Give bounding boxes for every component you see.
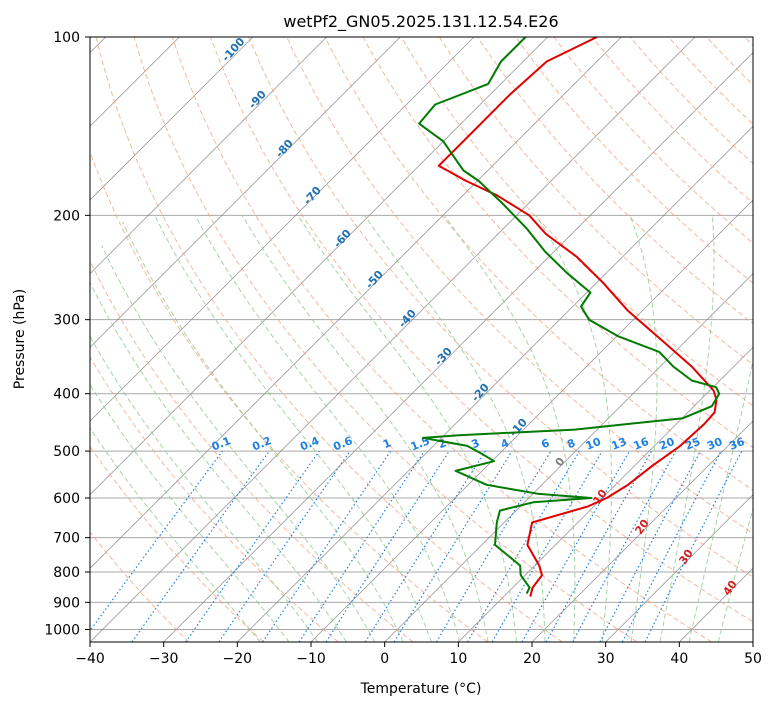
isotherm-line xyxy=(532,37,775,642)
mixing-ratio-label: 1 xyxy=(381,436,393,451)
mixing-ratio-line xyxy=(436,451,551,642)
y-tick-label: 900 xyxy=(53,595,80,611)
mixing-ratio-label: 13 xyxy=(610,435,629,453)
mixing-ratio-line xyxy=(82,451,223,642)
x-tick-label: 10 xyxy=(449,651,467,667)
moist-adiabat-label: 20 xyxy=(632,517,652,537)
mixing-ratio-label: 10 xyxy=(584,435,603,453)
dry-adiabat-line xyxy=(516,37,775,642)
x-tick-label: 30 xyxy=(597,651,615,667)
dry-adiabat-line xyxy=(0,37,338,642)
dry-adiabat-label: -60 xyxy=(331,227,354,251)
isotherm-line xyxy=(90,37,695,642)
dry-adiabat-label: -30 xyxy=(432,345,455,369)
mixing-ratio-label: 30 xyxy=(705,435,724,453)
moist-adiabat-line xyxy=(43,297,289,642)
moist-adiabat-label: 30 xyxy=(676,547,696,567)
mixing-ratio-line xyxy=(326,451,449,642)
x-axis-label: Temperature (°C) xyxy=(360,681,482,697)
isotherm-line xyxy=(0,37,474,642)
moist-adiabat-line xyxy=(298,215,517,642)
mixing-ratio-label: 25 xyxy=(683,435,702,453)
mixing-ratio-line xyxy=(219,451,350,642)
x-tick-label: 50 xyxy=(744,651,762,667)
y-tick-label: 500 xyxy=(53,444,80,460)
mixing-ratio-label: 16 xyxy=(632,435,651,453)
isotherm-line xyxy=(0,37,327,642)
dry-adiabat-label: -50 xyxy=(363,268,386,292)
mixing-ratio-line xyxy=(299,451,424,642)
dry-adiabat-line xyxy=(172,37,711,642)
x-tick-label: −30 xyxy=(149,651,179,667)
dry-adiabat-label: -80 xyxy=(273,137,296,161)
dry-adiabat-label: -70 xyxy=(301,184,324,208)
axes: −40 −30 −20 −10 0 10 20 30 40 50 100 200 300 400 500 60… xyxy=(44,30,762,667)
moist-adiabat-line xyxy=(689,215,775,642)
dry-adiabat-label: -10 xyxy=(507,416,530,440)
dry-adiabat-label: -100 xyxy=(219,35,247,64)
moist-adiabat-line xyxy=(27,315,261,642)
y-tick-label: 1000 xyxy=(44,622,80,638)
mixing-ratio-line xyxy=(622,451,721,642)
isotherm-line xyxy=(458,37,775,642)
dry-adiabat-line xyxy=(554,37,775,642)
moist-adiabat-line xyxy=(195,215,460,642)
isotherm-line xyxy=(164,37,769,642)
dry-adiabat-line xyxy=(745,37,775,642)
x-tick-label: −20 xyxy=(223,651,253,667)
y-tick-label: 200 xyxy=(53,208,80,224)
mixing-ratio-label: 36 xyxy=(727,435,746,453)
isotherm-line xyxy=(0,37,400,642)
y-tick-label: 800 xyxy=(53,565,80,581)
y-tick-label: 300 xyxy=(53,313,80,329)
y-tick-label: 700 xyxy=(53,531,80,547)
isotherm-line xyxy=(753,37,775,642)
isotherm-line xyxy=(237,37,775,642)
isotherm-line xyxy=(0,37,548,642)
mixing-ratio-line xyxy=(263,451,391,642)
isotherm-line xyxy=(311,37,775,642)
y-tick-label: 400 xyxy=(53,387,80,403)
dry-adiabat-line xyxy=(0,37,189,642)
isotherm-line xyxy=(0,37,253,642)
dry-adiabat-line xyxy=(707,37,775,642)
dry-adiabat-label: -40 xyxy=(396,307,419,331)
chart-title: wetPf2_GN05.2025.131.12.54.E26 xyxy=(283,12,558,32)
dry-adiabat-line xyxy=(0,37,264,642)
guide-lines xyxy=(0,37,775,642)
x-tick-label: 0 xyxy=(380,651,389,667)
dry-adiabat-line xyxy=(20,37,413,642)
moist-adiabat-line xyxy=(123,222,404,642)
isotherm-line xyxy=(385,37,775,642)
x-tick-label: −10 xyxy=(296,651,326,667)
mixing-ratio-line xyxy=(600,451,701,642)
moist-adiabat-line xyxy=(630,215,657,642)
y-tick-label: 100 xyxy=(53,30,80,46)
mixing-ratio-line xyxy=(573,451,676,642)
x-tick-label: −40 xyxy=(75,651,105,667)
x-tick-label: 40 xyxy=(670,651,688,667)
isotherm-line xyxy=(679,37,775,642)
dry-adiabat-label: -90 xyxy=(246,88,269,112)
y-axis-label: Pressure (hPa) xyxy=(12,289,28,389)
dry-adiabat-label: -20 xyxy=(469,381,492,405)
x-tick-label: 20 xyxy=(523,651,541,667)
moist-adiabat-label: 40 xyxy=(720,578,740,598)
dry-adiabat-line xyxy=(134,37,637,642)
y-tick-label: 600 xyxy=(53,491,80,507)
mixing-ratio-label: 2 xyxy=(436,436,448,451)
mixing-ratio-label: 8 xyxy=(565,436,577,451)
temperature-profile-line xyxy=(439,37,717,597)
mixing-ratio-label: 6 xyxy=(539,436,551,451)
